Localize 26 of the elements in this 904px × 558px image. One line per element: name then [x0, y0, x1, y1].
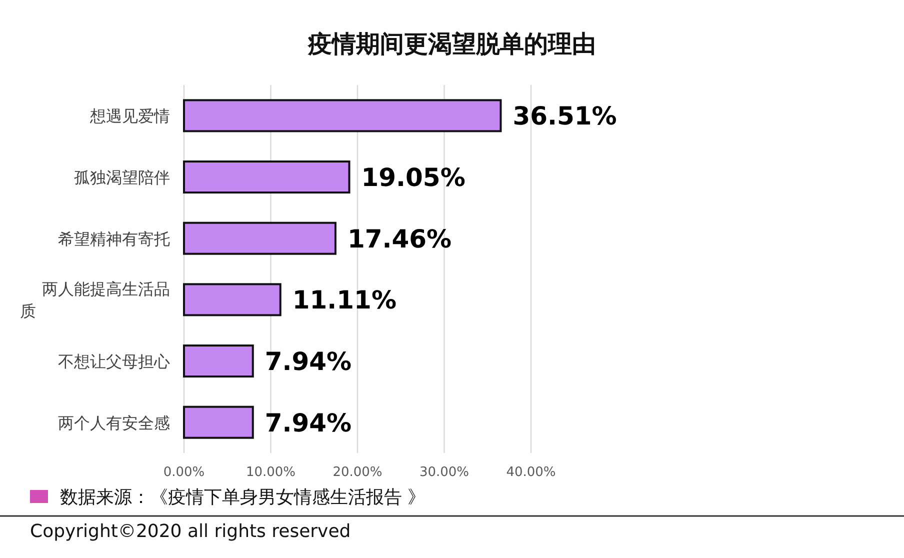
x-tick-label: 10.00% — [246, 465, 296, 480]
text: Copyright©2020 all rights reserved — [30, 521, 351, 542]
x-tick-label: 30.00% — [419, 465, 470, 480]
y-tick-label: 两个人有安全感 — [58, 413, 170, 432]
x-tick-label: 0.00% — [163, 465, 205, 480]
data-label: 19.05% — [361, 163, 466, 192]
data-label: 36.51% — [512, 102, 617, 131]
source-note: 数据来源：《疫情下单身男女情感生活报告 》 — [60, 487, 426, 508]
x-tick-label: 20.00% — [332, 465, 382, 480]
y-tick-label: 孤独渴望陪伴 — [74, 168, 170, 187]
y-tick-label: 想遇见爱情 — [89, 106, 170, 126]
bar — [183, 344, 254, 378]
data-label: 17.46% — [347, 224, 452, 254]
bar — [183, 222, 336, 255]
y-tick-label: 两人能提高生活品质 — [20, 280, 170, 321]
data-label: 7.94% — [264, 408, 352, 438]
bar — [183, 406, 254, 439]
bar — [183, 99, 502, 132]
x-tick-label: 40.00% — [506, 465, 556, 480]
bar — [183, 160, 350, 194]
y-tick-label: 希望精神有寄托 — [58, 229, 170, 248]
data-label: 7.94% — [264, 347, 352, 376]
bar — [183, 283, 282, 316]
y-tick-label: 不想让父母担心 — [58, 352, 170, 371]
chart-title: 疫情期间更渴望脱单的理由 — [307, 30, 596, 58]
data-label: 11.11% — [292, 286, 397, 315]
